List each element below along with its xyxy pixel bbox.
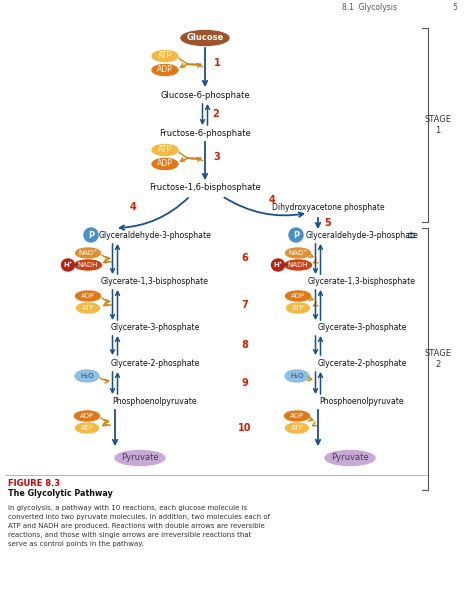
- Text: Glucose: Glucose: [186, 34, 224, 42]
- Ellipse shape: [152, 158, 178, 169]
- Text: P: P: [88, 230, 94, 239]
- Ellipse shape: [285, 370, 309, 382]
- Text: ATP: ATP: [158, 52, 172, 61]
- Text: +: +: [283, 262, 289, 268]
- Text: 10: 10: [238, 423, 252, 433]
- Text: ADP: ADP: [157, 160, 173, 168]
- Text: STAGE
1: STAGE 1: [425, 115, 452, 135]
- Text: ATP: ATP: [291, 425, 303, 431]
- Text: The Glycolytic Pathway: The Glycolytic Pathway: [8, 489, 113, 499]
- Text: Fructose-6-phosphate: Fructose-6-phosphate: [159, 128, 251, 138]
- Text: Dihydroxyacetone phosphate: Dihydroxyacetone phosphate: [272, 203, 384, 211]
- Text: 1: 1: [214, 58, 220, 68]
- Text: +: +: [73, 262, 79, 268]
- Ellipse shape: [285, 248, 310, 258]
- Text: P: P: [293, 230, 299, 239]
- Text: Pyruvate: Pyruvate: [121, 454, 159, 462]
- Text: ADP: ADP: [291, 293, 305, 299]
- Ellipse shape: [181, 31, 229, 45]
- Text: Glyceraldehyde-3-phosphate: Glyceraldehyde-3-phosphate: [306, 230, 419, 239]
- Text: NAD⁺: NAD⁺: [79, 250, 98, 256]
- Text: ATP: ATP: [82, 305, 94, 311]
- Ellipse shape: [272, 259, 284, 271]
- Ellipse shape: [152, 50, 178, 61]
- Text: 4: 4: [129, 202, 137, 212]
- Text: Phosphoenolpyruvate: Phosphoenolpyruvate: [113, 397, 197, 406]
- Text: ADP: ADP: [81, 293, 95, 299]
- Text: Glycerate-2-phosphate: Glycerate-2-phosphate: [317, 359, 407, 368]
- Ellipse shape: [286, 303, 310, 313]
- Ellipse shape: [74, 260, 101, 270]
- Text: H⁺: H⁺: [273, 262, 283, 268]
- Text: ADP: ADP: [290, 413, 304, 419]
- Text: STAGE
2: STAGE 2: [425, 349, 452, 369]
- Ellipse shape: [75, 291, 100, 301]
- Text: Glyceraldehyde-3-phosphate: Glyceraldehyde-3-phosphate: [99, 230, 211, 239]
- Text: H₂O: H₂O: [290, 373, 304, 379]
- Text: Glycerate-2-phosphate: Glycerate-2-phosphate: [110, 359, 200, 368]
- Ellipse shape: [115, 451, 165, 465]
- Text: H⁺: H⁺: [63, 262, 73, 268]
- Text: ATP: ATP: [158, 146, 172, 155]
- Ellipse shape: [74, 411, 100, 421]
- Ellipse shape: [284, 260, 311, 270]
- Text: Glycerate-1,3-bisphosphate: Glycerate-1,3-bisphosphate: [101, 278, 209, 287]
- Text: 9: 9: [242, 378, 248, 388]
- Ellipse shape: [76, 303, 100, 313]
- Text: H₂O: H₂O: [80, 373, 94, 379]
- Ellipse shape: [285, 291, 310, 301]
- Text: converted into two pyruvate molecules. In addition, two molecules each of: converted into two pyruvate molecules. I…: [8, 514, 270, 520]
- Ellipse shape: [285, 423, 309, 433]
- Text: 8.1  Glycolysis: 8.1 Glycolysis: [343, 4, 398, 12]
- Text: Pyruvate: Pyruvate: [331, 454, 369, 462]
- Text: 6: 6: [242, 253, 248, 263]
- Ellipse shape: [75, 248, 100, 258]
- Text: NADH: NADH: [78, 262, 98, 268]
- Text: Glucose-6-phosphate: Glucose-6-phosphate: [160, 90, 250, 99]
- Ellipse shape: [75, 370, 99, 382]
- Text: 3: 3: [214, 152, 220, 162]
- Text: FIGURE 8.3: FIGURE 8.3: [8, 478, 60, 488]
- Text: Glycerate-3-phosphate: Glycerate-3-phosphate: [317, 324, 407, 333]
- Text: 7: 7: [242, 300, 248, 310]
- Text: ATP and NADH are produced. Reactions with double arrows are reversible: ATP and NADH are produced. Reactions wit…: [8, 523, 265, 529]
- Text: In glycolysis, a pathway with 10 reactions, each glucose molecule is: In glycolysis, a pathway with 10 reactio…: [8, 505, 247, 511]
- Text: Glycerate-3-phosphate: Glycerate-3-phosphate: [110, 324, 200, 333]
- Text: 4: 4: [269, 195, 275, 205]
- Text: reactions, and those with single arrows are irreversible reactions that: reactions, and those with single arrows …: [8, 532, 251, 538]
- Ellipse shape: [75, 423, 99, 433]
- Text: serve as control points in the pathway.: serve as control points in the pathway.: [8, 541, 144, 547]
- Ellipse shape: [325, 451, 375, 465]
- Text: 2: 2: [213, 109, 219, 119]
- Text: Glycerate-1,3-bisphosphate: Glycerate-1,3-bisphosphate: [308, 278, 416, 287]
- Text: NAD⁺: NAD⁺: [289, 250, 308, 256]
- Text: Fructose-1,6-bisphosphate: Fructose-1,6-bisphosphate: [149, 184, 261, 193]
- Ellipse shape: [289, 228, 303, 242]
- Text: 5: 5: [325, 218, 331, 228]
- Ellipse shape: [284, 411, 310, 421]
- Ellipse shape: [62, 259, 74, 271]
- Text: 5: 5: [453, 4, 457, 12]
- Text: NADH: NADH: [288, 262, 308, 268]
- Text: Phosphoenolpyruvate: Phosphoenolpyruvate: [319, 397, 404, 406]
- Text: ATP: ATP: [81, 425, 93, 431]
- Text: ADP: ADP: [80, 413, 94, 419]
- Text: ATP: ATP: [292, 305, 304, 311]
- Ellipse shape: [84, 228, 98, 242]
- Text: 8: 8: [242, 340, 248, 350]
- Ellipse shape: [152, 64, 178, 76]
- Ellipse shape: [152, 144, 178, 155]
- Text: ADP: ADP: [157, 66, 173, 74]
